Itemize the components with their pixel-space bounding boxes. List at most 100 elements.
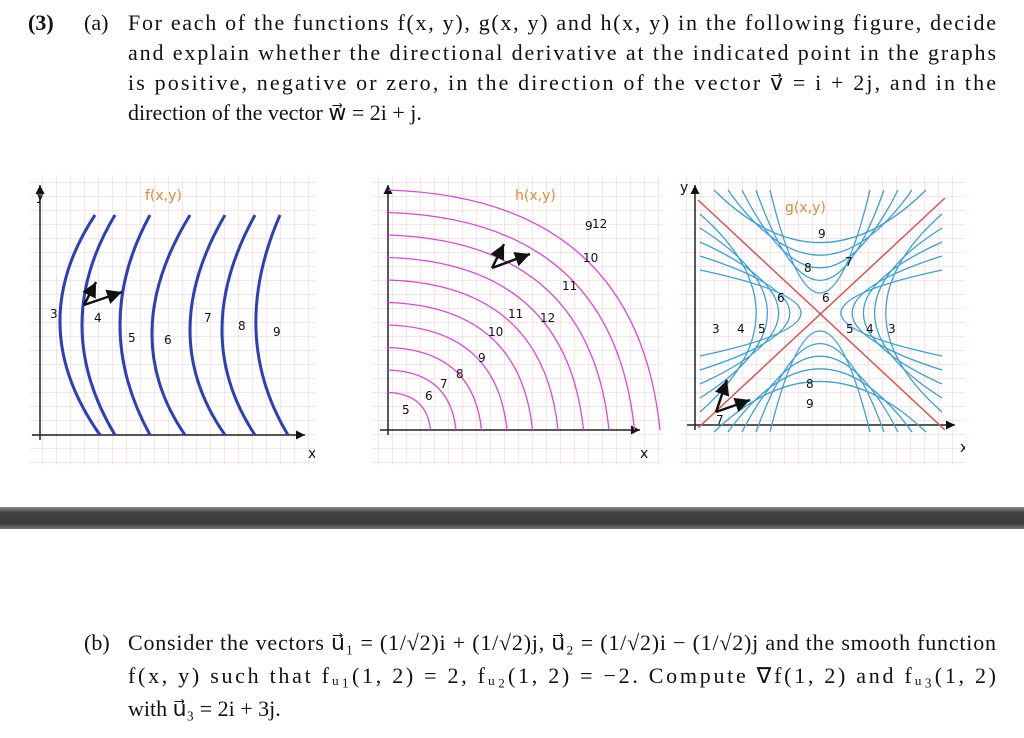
contour-label: 5 bbox=[758, 322, 766, 336]
axis-label: x bbox=[308, 446, 316, 462]
contour-label: 8 bbox=[238, 319, 246, 333]
text-line: For each of the functions f(x, y), g(x, … bbox=[128, 10, 996, 35]
text-line: direction of the vector w⃗ = 2i + j. bbox=[128, 100, 422, 125]
contour-label: 11 bbox=[508, 307, 523, 321]
contour-line bbox=[387, 391, 432, 431]
contour-line bbox=[769, 189, 871, 294]
contour-line bbox=[863, 241, 943, 385]
contour-line bbox=[885, 213, 943, 413]
diagonal bbox=[697, 197, 946, 429]
contour-line bbox=[840, 269, 943, 357]
contour-label: 4 bbox=[866, 322, 874, 336]
vector-arrow bbox=[82, 281, 98, 306]
contour-line bbox=[387, 189, 661, 431]
contour-line bbox=[80, 214, 117, 436]
text-line: is positive, negative or zero, in the di… bbox=[128, 70, 996, 95]
contour-line bbox=[387, 346, 483, 431]
contour-label: 8 bbox=[806, 377, 814, 391]
grid-paper bbox=[372, 175, 662, 465]
contour-line bbox=[387, 301, 534, 431]
diagonal bbox=[697, 199, 946, 431]
contour-line bbox=[769, 330, 871, 433]
graph: h(x,y)yxvw567891011129101112 bbox=[0, 0, 661, 462]
contour-line bbox=[755, 342, 885, 433]
contour-label: 7 bbox=[204, 311, 212, 325]
contour-line bbox=[741, 189, 899, 269]
contour-label: 6 bbox=[822, 291, 830, 305]
vector-label: w bbox=[0, 0, 11, 3]
vector-label: w bbox=[0, 0, 11, 3]
contour-line bbox=[387, 256, 585, 431]
contour-label: 5 bbox=[128, 331, 136, 345]
grid-paper bbox=[30, 175, 315, 465]
contour-label: 4 bbox=[737, 322, 745, 336]
contour-line bbox=[727, 368, 913, 433]
contour-label: 9 bbox=[478, 351, 486, 365]
vector-arrow bbox=[490, 243, 506, 269]
part-label: (a) bbox=[84, 10, 108, 35]
contour-label: 8 bbox=[804, 261, 812, 275]
contour-line bbox=[387, 369, 457, 431]
vector-label: w bbox=[0, 0, 11, 3]
graph: g(x,y)yxvw98766345543897 bbox=[0, 0, 968, 456]
axis-label: x bbox=[640, 446, 648, 462]
contour-line bbox=[699, 227, 768, 399]
contour-label: 10 bbox=[583, 251, 598, 265]
text-line: with u⃗₃ = 2i + 3j. bbox=[128, 696, 281, 721]
contour-label: 9 bbox=[585, 219, 593, 233]
contour-line bbox=[387, 324, 508, 431]
contour-label: 3 bbox=[712, 322, 720, 336]
contour-label: 7 bbox=[716, 413, 724, 427]
contour-line bbox=[118, 214, 152, 436]
axis-label: y bbox=[36, 188, 44, 204]
contour-line bbox=[699, 269, 802, 357]
contour-line bbox=[874, 227, 943, 399]
text-line: f(x, y) such that fᵤ₁(1, 2) = 2, fᵤ₂(1, … bbox=[128, 663, 996, 688]
vector-label: v bbox=[0, 0, 8, 3]
contour-line bbox=[387, 279, 559, 431]
text-line: Consider the vectors u⃗₁ = (1/√2)i + (1/… bbox=[128, 630, 996, 655]
contour-label: 12 bbox=[540, 311, 555, 325]
contour-line bbox=[188, 214, 227, 436]
vector-arrow bbox=[715, 397, 751, 414]
vector-label: v bbox=[0, 0, 8, 3]
contour-label: 5 bbox=[402, 403, 410, 417]
contour-label: 5 bbox=[846, 322, 854, 336]
axis-label: y bbox=[352, 180, 360, 196]
contour-label: 12 bbox=[592, 217, 607, 231]
contour-line bbox=[713, 189, 927, 244]
part-label: (b) bbox=[84, 630, 110, 655]
contour-line bbox=[699, 255, 791, 371]
contour-line bbox=[851, 255, 943, 371]
contour-label: 9 bbox=[806, 397, 814, 411]
part-b-text: Consider the vectors u⃗₁ = (1/√2)i + (1/… bbox=[128, 630, 996, 721]
contour-label: 3 bbox=[50, 307, 58, 321]
separator-bar bbox=[0, 507, 1024, 529]
contour-label: 8 bbox=[456, 367, 464, 381]
problem-number: (3) bbox=[28, 10, 54, 35]
contour-label: 7 bbox=[440, 377, 448, 391]
vector-arrow bbox=[714, 379, 730, 413]
contour-label: 6 bbox=[164, 333, 172, 347]
contour-label: 4 bbox=[94, 311, 102, 325]
axis-label: x bbox=[960, 440, 968, 456]
contour-line bbox=[741, 355, 899, 433]
axis-label: y bbox=[680, 180, 688, 196]
contour-label: 6 bbox=[425, 389, 433, 403]
graph-title: h(x,y) bbox=[515, 188, 556, 204]
vector-arrow bbox=[491, 252, 531, 270]
contour-line bbox=[699, 241, 779, 385]
contour-label: 10 bbox=[488, 325, 503, 339]
contour-label: 9 bbox=[818, 227, 826, 241]
contour-label: 11 bbox=[562, 279, 577, 293]
contour-line bbox=[254, 214, 290, 436]
figures: f(x,y)yxvw3456789h(x,y)yxvw5678910111291… bbox=[0, 0, 968, 462]
contour-label: 3 bbox=[888, 322, 896, 336]
contour-line bbox=[387, 211, 636, 431]
graph-title: f(x,y) bbox=[145, 188, 182, 204]
contour-line bbox=[58, 214, 102, 436]
text-line: and explain whether the directional deri… bbox=[128, 40, 996, 65]
contour-label: 9 bbox=[273, 325, 281, 339]
contour-label: 7 bbox=[845, 255, 853, 269]
